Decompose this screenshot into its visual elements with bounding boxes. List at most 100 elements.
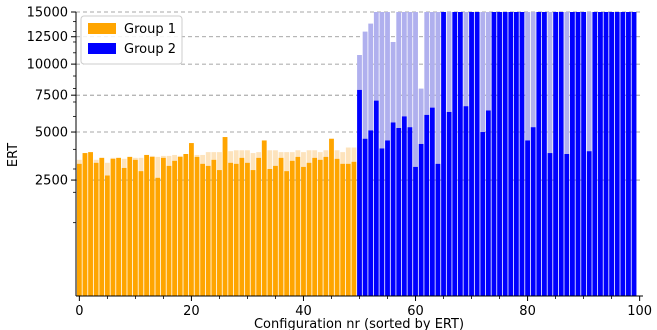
bar: [614, 12, 620, 296]
x-tick-label: 40: [295, 304, 312, 319]
bar: [110, 158, 116, 296]
bar: [144, 154, 150, 296]
bar: [127, 156, 133, 296]
upper-band: [278, 152, 284, 158]
bar: [446, 111, 452, 296]
upper-band: [351, 147, 357, 162]
upper-band: [166, 155, 172, 166]
legend-label-group-2: Group 2: [124, 42, 176, 57]
legend: Group 1 Group 2: [80, 15, 183, 65]
bar: [373, 100, 379, 296]
bar: [519, 12, 525, 296]
upper-band: [76, 159, 82, 164]
bar: [536, 12, 542, 296]
bars: [76, 12, 637, 297]
bar: [93, 162, 99, 296]
bar: [289, 160, 295, 296]
upper-band: [149, 155, 155, 157]
upper-band: [289, 152, 295, 161]
upper-band: [138, 157, 144, 172]
upper-band: [284, 152, 290, 172]
bar: [334, 158, 340, 296]
bar: [329, 138, 334, 296]
upper-band: [424, 12, 430, 115]
upper-band: [373, 12, 379, 101]
upper-band: [228, 151, 234, 163]
upper-band: [211, 152, 217, 160]
bar: [205, 165, 211, 296]
bar: [189, 143, 194, 296]
legend-label-group-1: Group 1: [124, 22, 176, 37]
bar: [284, 171, 290, 296]
bar: [345, 163, 351, 296]
bar: [385, 140, 390, 296]
bar: [362, 138, 368, 296]
upper-band: [401, 12, 407, 117]
bar: [194, 156, 200, 296]
legend-swatch-group-1: [88, 23, 116, 34]
bar: [463, 106, 469, 296]
bar: [88, 152, 93, 296]
upper-band: [485, 12, 491, 111]
bar: [250, 170, 256, 296]
upper-band: [233, 150, 239, 164]
upper-band: [340, 152, 346, 164]
bar: [368, 130, 374, 296]
y-tick-label: 5000: [35, 126, 68, 141]
bar: [429, 107, 435, 296]
x-tick-label: 0: [75, 304, 83, 319]
y-tick-label: 12500: [27, 30, 68, 45]
upper-band: [525, 12, 530, 141]
bar: [160, 157, 166, 296]
bar: [603, 12, 609, 296]
upper-band: [418, 88, 424, 144]
upper-band: [357, 55, 362, 90]
bar: [245, 162, 250, 296]
bar: [592, 12, 598, 296]
upper-band: [368, 23, 374, 131]
upper-band: [564, 12, 570, 154]
bar: [217, 170, 222, 296]
upper-band: [586, 12, 592, 152]
bar: [172, 160, 178, 296]
bar: [491, 12, 497, 296]
upper-band: [104, 162, 110, 176]
bar: [609, 12, 615, 296]
bar: [340, 163, 346, 296]
upper-band: [463, 12, 469, 107]
bar: [452, 12, 458, 296]
bar: [413, 166, 418, 296]
upper-band: [312, 150, 318, 158]
bar: [278, 157, 284, 296]
upper-band: [334, 150, 340, 159]
x-axis-title: Configuration nr (sorted by ERT): [254, 317, 464, 330]
upper-band: [306, 150, 312, 163]
upper-band: [132, 157, 138, 160]
upper-band: [239, 150, 245, 158]
bar: [256, 157, 262, 296]
bar: [323, 156, 329, 296]
upper-band: [93, 159, 99, 163]
upper-band: [155, 156, 161, 178]
upper-band: [200, 154, 206, 164]
y-tick-label: 7500: [35, 89, 68, 104]
bar: [553, 12, 559, 296]
upper-band: [379, 12, 385, 149]
bar: [564, 154, 570, 296]
bar: [631, 12, 637, 296]
bar: [457, 12, 463, 296]
bar: [480, 132, 486, 296]
bar: [149, 156, 155, 296]
bar: [267, 168, 273, 296]
bar: [497, 12, 502, 296]
bar: [357, 89, 362, 296]
bar: [547, 153, 553, 296]
bar: [222, 137, 228, 296]
bar: [502, 12, 508, 296]
upper-band: [390, 41, 396, 123]
y-tick-label: 2500: [35, 174, 68, 189]
upper-band: [205, 152, 211, 166]
bar: [177, 156, 183, 296]
bar: [581, 12, 587, 296]
